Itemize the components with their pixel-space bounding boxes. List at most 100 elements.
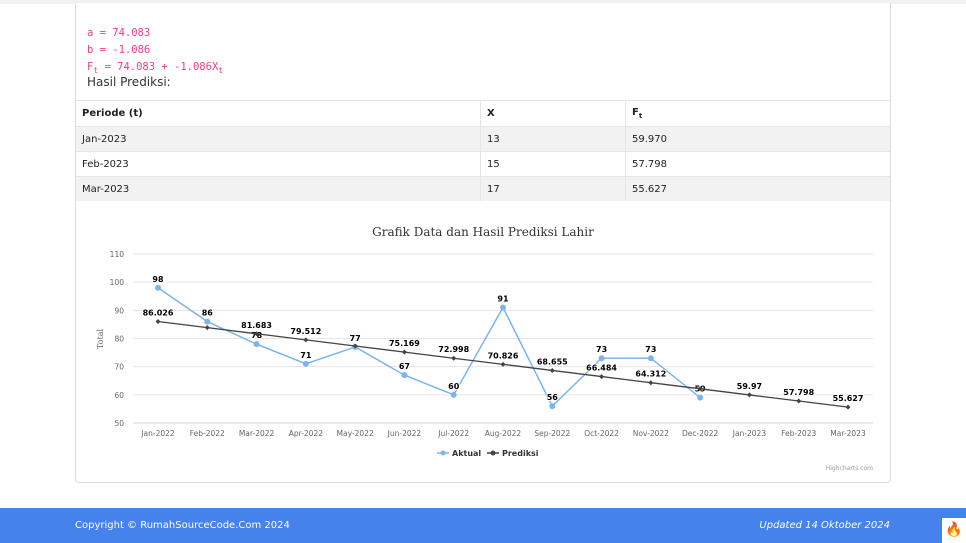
x-tick-label: Feb-2022 [190,429,225,438]
data-point [401,372,408,379]
y-tick-label: 70 [114,363,124,372]
y-tick-label: 100 [110,278,125,287]
cell-periode: Feb-2023 [76,151,481,177]
data-point [303,337,309,343]
y-tick-label: 90 [114,306,124,315]
data-label: 81.683 [241,321,272,330]
data-label: 86 [202,309,214,318]
data-point [598,355,605,362]
footer: Copyright © RumahSourceCode.Com 2024 Upd… [0,508,966,543]
data-label: 60 [448,382,460,391]
chart-credits: Highcharts.com [826,465,873,472]
y-axis-label: Total [96,329,105,350]
hasil-label: Hasil Prediksi: [87,75,171,89]
data-point [204,318,211,325]
y-tick-label: 60 [114,391,124,400]
param-b: b = -1.086 [87,44,151,56]
legend-marker [490,450,496,456]
data-point [746,392,752,398]
data-point [254,331,260,337]
data-point [302,360,309,367]
table-row: Mar-2023 17 55.627 [76,176,890,201]
x-tick-label: Jun-2022 [387,429,422,438]
y-tick-label: 110 [110,250,125,259]
formula-sub: t [93,66,99,76]
prediction-table: Periode (t) X Ft Jan-2023 13 59.970 Feb-20… [76,100,890,201]
data-point [845,404,851,410]
data-label: 71 [300,351,312,360]
table-row: Jan-2023 13 59.970 [76,126,890,152]
x-tick-label: Sep-2022 [534,429,570,438]
formula-body: = 74.083 + -1.086X [98,61,219,73]
formula-f: F [87,61,94,73]
data-point [648,380,654,386]
data-label: 79.512 [290,327,321,336]
data-label: 91 [497,295,509,304]
regression-params: a = 74.083 b = -1.086 Ft = 74.083 + -1.0… [87,25,223,79]
data-label: 70.826 [488,351,519,360]
cell-x: 15 [480,151,626,177]
x-tick-label: Jan-2022 [140,429,175,438]
legend-marker [440,450,446,456]
cell-ft: 57.798 [625,151,890,177]
param-a: a = 74.083 [87,27,151,39]
data-point [253,341,260,348]
header-x: X [480,100,626,127]
legend-item-prediksi: Prediksi [502,449,539,458]
result-card: a = 74.083 b = -1.086 Ft = 74.083 + -1.0… [75,3,891,483]
data-label: 64.312 [635,370,666,379]
data-label: 98 [152,275,164,284]
x-tick-label: Apr-2022 [289,429,324,438]
data-label: 59.97 [737,382,762,391]
x-tick-label: Oct-2022 [584,429,619,438]
data-point [697,386,703,392]
data-label: 57.798 [783,388,814,397]
x-tick-label: Mar-2022 [239,429,275,438]
copyright-text: Copyright © RumahSourceCode.Com 2024 [75,520,290,531]
line-chart: Grafik Data dan Hasil Prediksi Lahir 50 60… [96,225,873,472]
updated-text: Updated 14 Oktober 2024 [759,520,890,531]
data-label: 66.484 [586,364,617,373]
cell-periode: Mar-2023 [76,176,481,201]
y-tick-label: 50 [114,419,124,428]
table-row: Feb-2023 15 57.798 [76,151,890,177]
cell-x: 17 [480,176,626,201]
x-tick-label: May-2022 [337,429,374,438]
cell-x: 13 [480,126,626,152]
formula: Ft = 74.083 + -1.086Xt [87,59,223,79]
data-point [796,398,802,404]
header-periode: Periode (t) [76,100,481,127]
x-tick-label: Mar-2023 [830,429,866,438]
data-label: 55.627 [833,394,864,403]
data-point [500,361,506,367]
data-label: 67 [399,362,410,371]
data-point [155,284,161,291]
y-tick-label: 80 [114,335,124,344]
data-point [451,355,457,361]
flame-icon[interactable]: 🔥 [942,518,966,543]
formula-sub2: t [218,66,224,76]
data-label: 73 [596,345,607,354]
data-label: 73 [645,345,656,354]
data-label: 68.655 [537,357,568,366]
data-point [500,304,506,311]
cell-periode: Jan-2023 [76,126,481,152]
x-tick-label: Aug-2022 [485,429,522,438]
data-point [204,325,210,331]
data-label: 75.169 [389,339,420,348]
data-point [352,343,358,349]
data-label: 86.026 [143,309,174,318]
data-point [549,403,556,410]
data-point [599,374,605,380]
x-tick-label: Nov-2022 [633,429,669,438]
series-line-aktual [157,287,701,408]
cell-ft: 59.970 [625,126,890,152]
data-point [450,391,457,398]
data-point [697,394,704,401]
chart-title: Grafik Data dan Hasil Prediksi Lahir [372,225,594,239]
table-header: Periode (t) X Ft [76,100,890,127]
x-tick-label: Jul-2022 [437,429,469,438]
data-point [549,367,555,373]
data-label: 77 [350,334,361,343]
data-point [647,355,654,362]
